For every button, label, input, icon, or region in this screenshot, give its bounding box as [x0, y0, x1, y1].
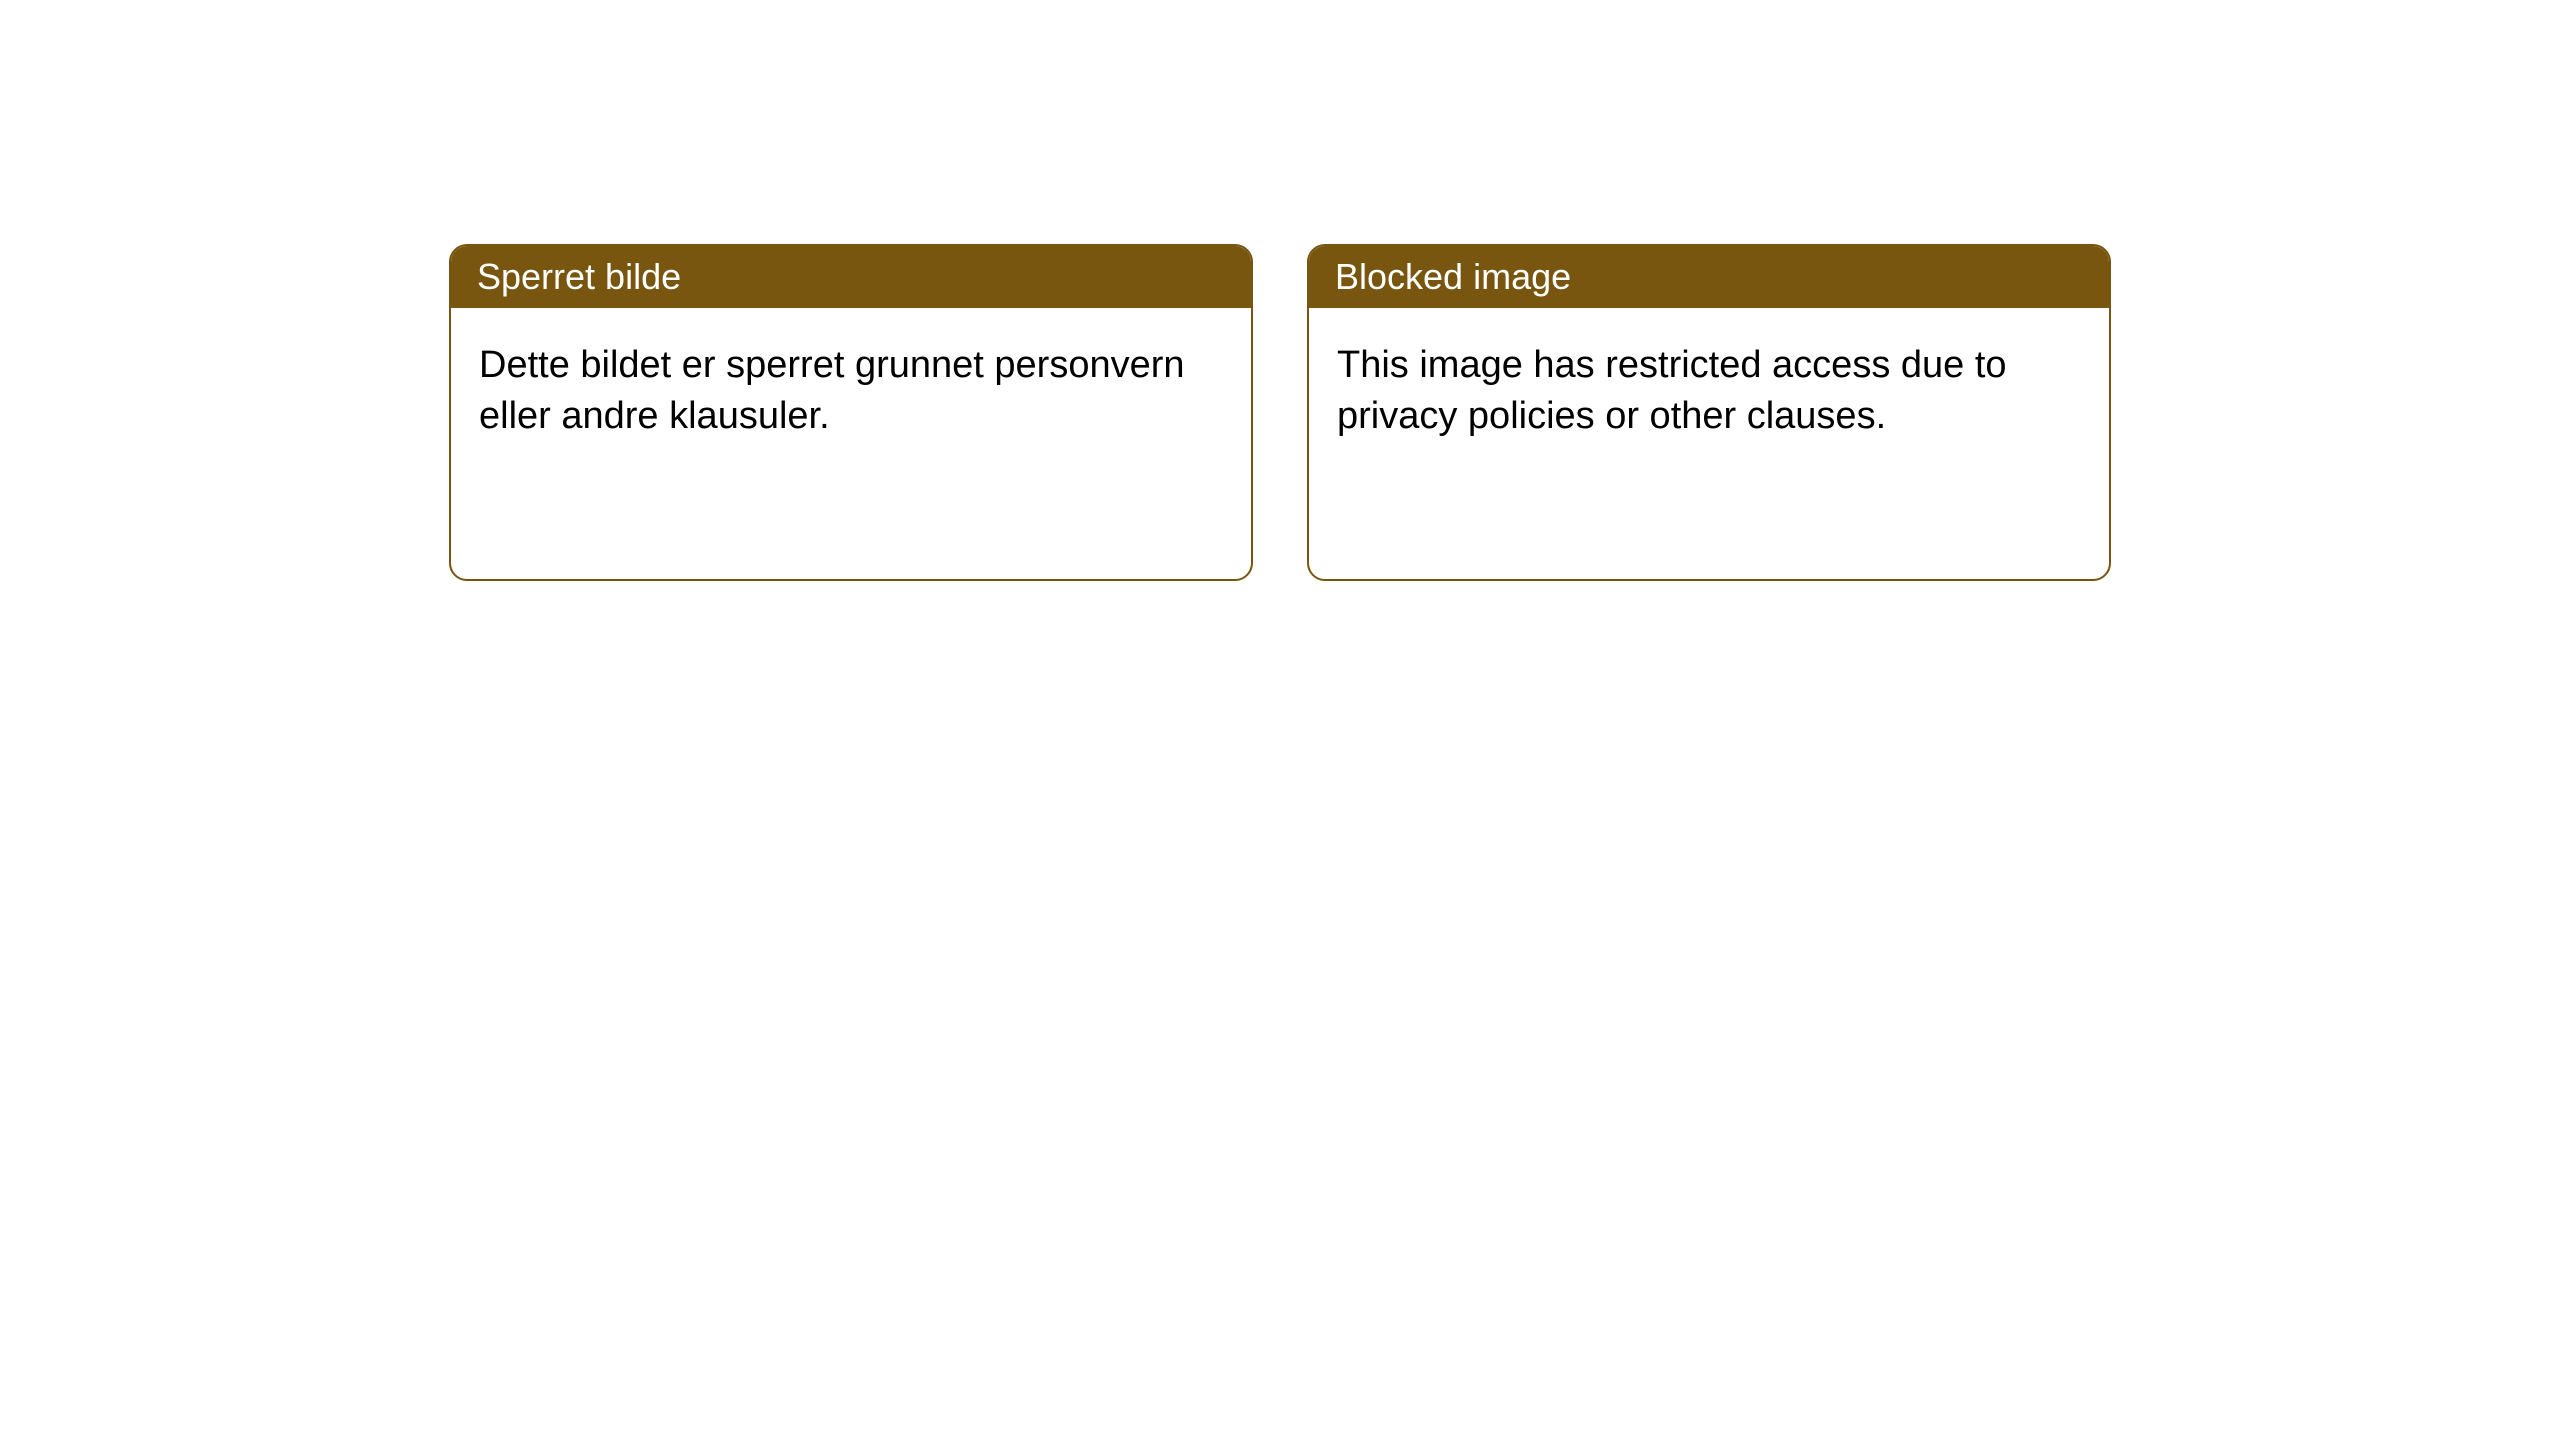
notice-cards-container: Sperret bilde Dette bildet er sperret gr…	[449, 244, 2111, 581]
notice-card-english: Blocked image This image has restricted …	[1307, 244, 2111, 581]
card-body-text: Dette bildet er sperret grunnet personve…	[479, 344, 1185, 437]
card-title: Sperret bilde	[477, 256, 681, 297]
card-title: Blocked image	[1335, 256, 1571, 297]
card-header: Blocked image	[1309, 246, 2109, 308]
card-header: Sperret bilde	[451, 246, 1251, 308]
card-body: Dette bildet er sperret grunnet personve…	[451, 308, 1251, 475]
notice-card-norwegian: Sperret bilde Dette bildet er sperret gr…	[449, 244, 1253, 581]
card-body-text: This image has restricted access due to …	[1337, 344, 2007, 437]
card-body: This image has restricted access due to …	[1309, 308, 2109, 475]
